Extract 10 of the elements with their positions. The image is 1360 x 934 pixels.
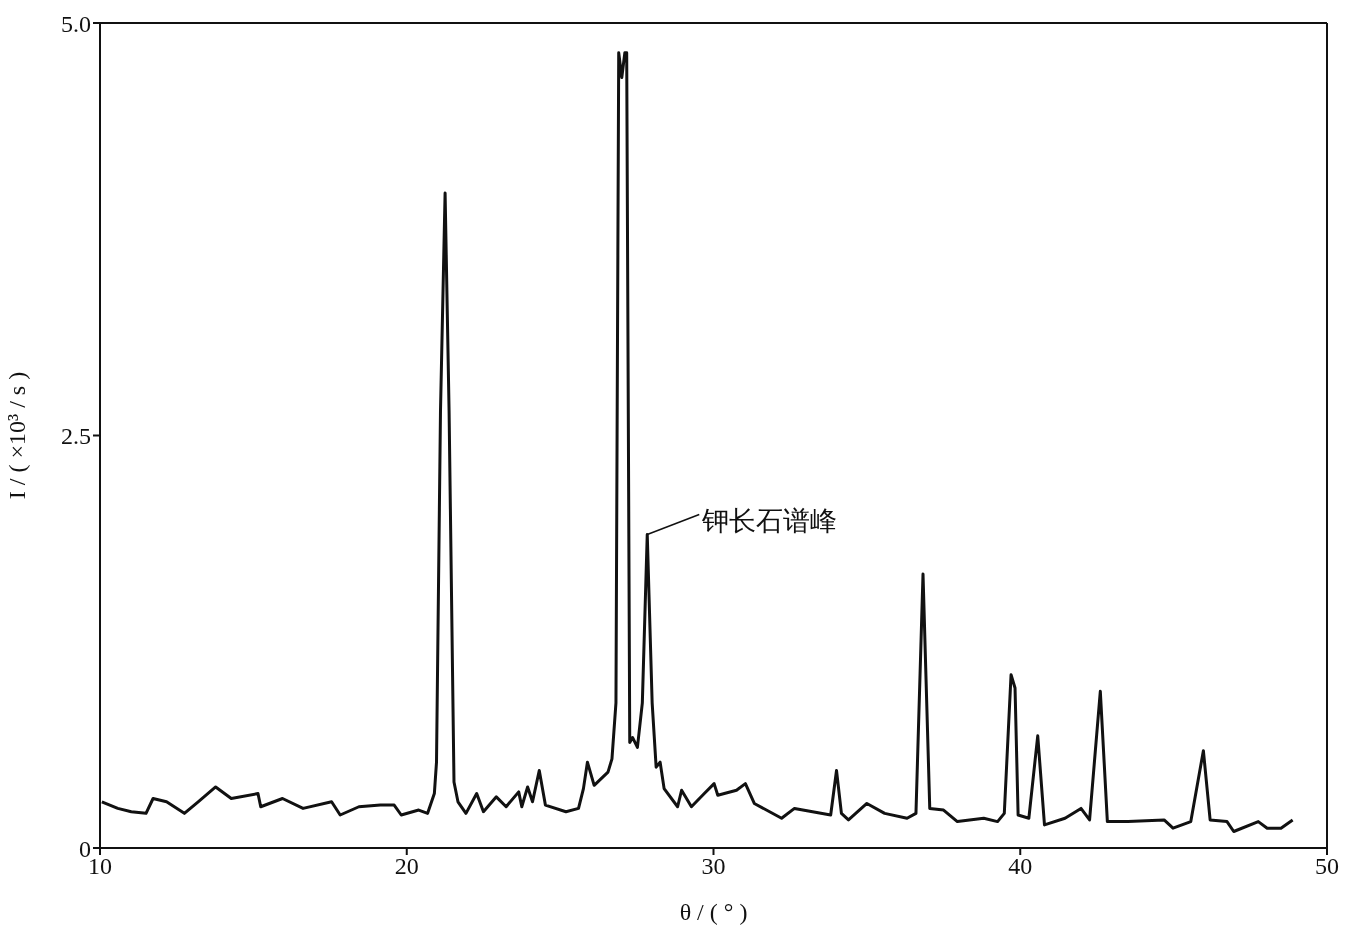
x-tick-label: 30 [701,853,726,880]
y-tick-label: 2.5 [61,423,91,450]
y-tick-label: 5.0 [61,10,91,37]
x-tick-label: 50 [1315,853,1339,880]
annotation: 钾长石谱峰 [701,504,838,536]
x-axis-title: θ / ( ° ) [679,899,748,925]
y-axis-title: I / ( ×10³ / s ) [3,371,30,500]
x-tick-label: 40 [1008,853,1033,880]
y-tick-label: 0 [79,835,91,862]
x-tick-label: 20 [394,853,419,880]
